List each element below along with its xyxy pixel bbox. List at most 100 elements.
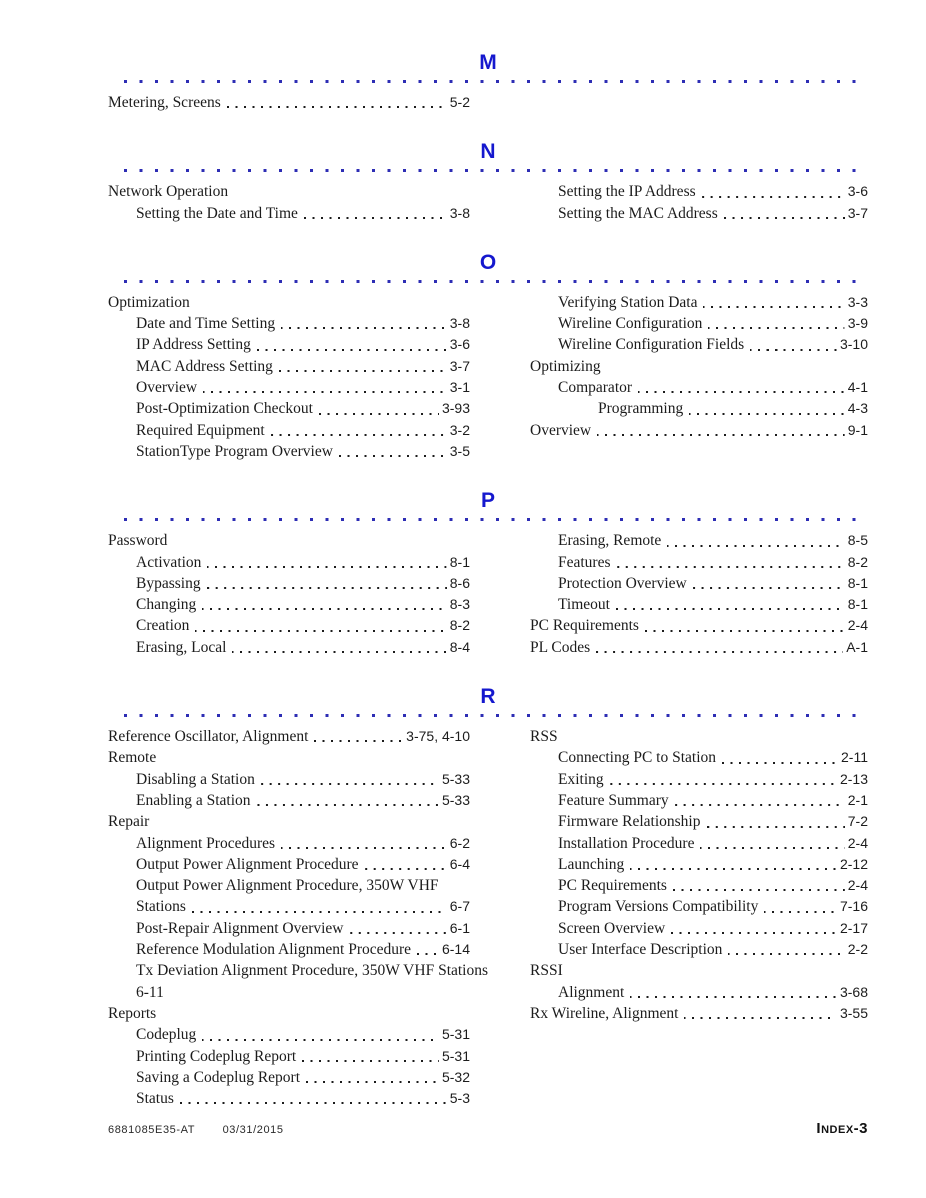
dot-leader (692, 587, 845, 590)
entry-page-number: 6-14 (441, 941, 470, 958)
entry-page-number: 5-33 (441, 791, 470, 808)
entry-page-number: 2-1 (847, 791, 868, 808)
index-entry: Alignment Procedures 6-2 (108, 833, 470, 854)
entry-label: Screen Overview (558, 919, 666, 937)
index-entry: Overview 9-1 (530, 420, 868, 441)
index-entry: RSS (530, 726, 868, 747)
dot-leader (206, 587, 447, 590)
index-entry: Activation 8-1 (108, 552, 470, 573)
section-letter-m: M (479, 51, 497, 74)
dot-leader (706, 825, 845, 828)
entry-page-number: 6-2 (449, 834, 470, 851)
footer-date: 03/31/2015 (222, 1124, 284, 1136)
index-entry: Post-Optimization Checkout 3-93 (108, 398, 470, 419)
dot-leader (303, 216, 447, 219)
dot-leader (338, 455, 447, 458)
dot-leader (179, 1102, 447, 1105)
section-columns: Network Operation Setting the Date and Ti… (108, 181, 868, 224)
section-columns: Reference Oscillator, Alignment 3-75, 4-1… (108, 726, 868, 1109)
entry-label: Feature Summary (558, 791, 669, 809)
dot-leader (672, 889, 845, 892)
entry-page-number: 3-6 (449, 336, 470, 353)
index-entry: Exiting 2-13 (530, 769, 868, 790)
entry-page-number: 3-55 (839, 1004, 868, 1021)
entry-page-number: 8-1 (847, 596, 868, 613)
index-entry: Changing 8-3 (108, 594, 470, 615)
entry-label: Setting the IP Address (558, 183, 696, 201)
entry-label: MAC Address Setting (136, 357, 273, 375)
entry-page-number: 6-4 (449, 855, 470, 872)
entry-page-number: 8-6 (449, 574, 470, 591)
entry-page-number: 3-2 (449, 421, 470, 438)
entry-label: Reference Modulation Alignment Procedure (136, 941, 412, 959)
index-entry: Tx Deviation Alignment Procedure, 350W V… (108, 960, 488, 981)
entry-label: Creation (136, 617, 190, 635)
entry-page-number: 9-1 (847, 421, 868, 438)
entry-label: Stations (136, 898, 186, 916)
entry-label: Alignment Procedures (136, 834, 276, 852)
section-dotted-rule (124, 518, 864, 522)
entry-page-number: 8-5 (847, 532, 868, 549)
section-columns: Password Activation 8-1 Bypassing 8-6 Changin… (108, 530, 868, 658)
entry-label: Features (558, 553, 611, 571)
entry-page-number: 2-13 (839, 770, 868, 787)
dot-leader (226, 106, 447, 109)
index-section-p: P Password Activation 8-1 Bypassing 8-6 Changi… (108, 488, 868, 658)
dot-leader (667, 544, 845, 547)
entry-page-number: 3-9 (847, 315, 868, 332)
entry-label: Wireline Configuration (558, 315, 703, 333)
entry-label: Activation (136, 553, 202, 571)
index-entry: Program Versions Compatibility 7-16 (530, 896, 868, 917)
index-entry: Reference Oscillator, Alignment 3-75, 4-1… (108, 726, 470, 747)
dot-leader (708, 327, 845, 330)
entry-label: Date and Time Setting (136, 315, 276, 333)
entry-page-number: 7-16 (839, 898, 868, 915)
entry-label: Disabling a Station (136, 770, 255, 788)
dot-leader (723, 216, 845, 219)
section-letter-p: P (480, 489, 495, 513)
entry-page-number: 8-4 (449, 638, 470, 655)
entry-page-number: 4-3 (847, 400, 868, 417)
dot-leader (232, 651, 447, 654)
entry-label: Firmware Relationship (558, 813, 701, 831)
entry-label: Erasing, Local (136, 638, 227, 656)
dot-leader (615, 608, 845, 611)
entry-page-number: 2-2 (847, 941, 868, 958)
dot-leader (318, 412, 439, 415)
entry-label: Setting the MAC Address (558, 204, 718, 222)
entry-page-number: 8-2 (847, 553, 868, 570)
index-entry: Overview 3-1 (108, 377, 470, 398)
entry-page-number: 3-1 (449, 379, 470, 396)
index-entry: Setting the Date and Time 3-8 (108, 203, 470, 224)
entry-page-number: 8-3 (449, 596, 470, 613)
entry-label: Reference Oscillator, Alignment (108, 728, 309, 746)
index-column-right: Verifying Station Data 3-3 Wireline Config… (530, 292, 868, 441)
dot-leader (684, 1017, 837, 1020)
entry-page-number: 5-31 (441, 1026, 470, 1043)
entry-page-number: 3-75, 4-10 (406, 728, 470, 745)
index-entry: User Interface Description 2-2 (530, 939, 868, 960)
dot-leader (764, 910, 837, 913)
dot-leader (281, 327, 447, 330)
index-entry: PC Requirements 2-4 (530, 615, 868, 636)
entry-page-number: 5-31 (441, 1047, 470, 1064)
index-entry: Feature Summary 2-1 (530, 790, 868, 811)
dot-leader (349, 932, 447, 935)
index-column-left: Metering, Screens 5-2 (108, 92, 470, 113)
entry-label: Overview (136, 379, 198, 397)
index-entry: Reference Modulation Alignment Procedure… (108, 939, 470, 960)
index-entry: Remote (108, 747, 470, 768)
index-column-right: Setting the IP Address 3-6 Setting the MAC… (530, 181, 868, 224)
entry-label: Connecting PC to Station (558, 749, 717, 767)
section-columns: Metering, Screens 5-2 (108, 92, 868, 113)
index-entry: Output Power Alignment Procedure 6-4 (108, 854, 470, 875)
index-section-n: N Network Operation Setting the Date and T… (108, 139, 868, 224)
index-entry: Protection Overview 8-1 (530, 573, 868, 594)
index-section-r: R Reference Oscillator, Alignment 3-75, 4-… (108, 684, 868, 1109)
entry-label: Setting the Date and Time (136, 204, 298, 222)
index-entry: Features 8-2 (530, 552, 868, 573)
dot-leader (417, 953, 439, 956)
entry-label: Timeout (558, 596, 610, 614)
dot-leader (207, 565, 447, 568)
index-entry: Codeplug 5-31 (108, 1024, 470, 1045)
